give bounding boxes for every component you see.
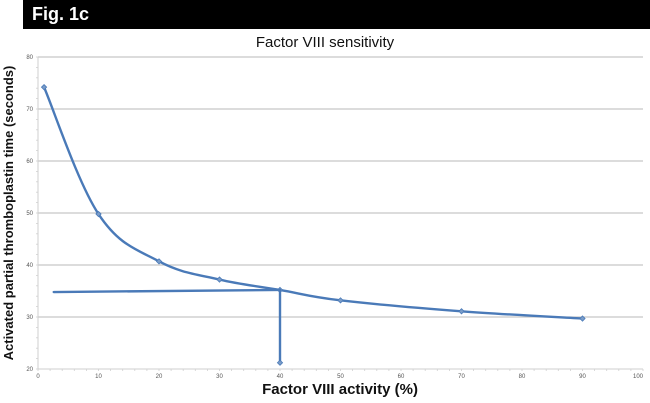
data-point-marker xyxy=(276,359,284,366)
y-tick-label-70: 70 xyxy=(26,107,33,113)
x-tick-label-70: 70 xyxy=(458,374,465,380)
data-point-marker xyxy=(337,297,344,304)
data-point-marker xyxy=(216,276,223,283)
y-tick-label-60: 60 xyxy=(26,159,33,165)
x-tick-label-0: 0 xyxy=(36,374,40,380)
x-tick-label-10: 10 xyxy=(95,374,102,380)
y-axis-label-container: Activated partial thromboplastin time (s… xyxy=(0,57,18,369)
y-tick-label-20: 20 xyxy=(26,367,33,373)
x-tick-label-30: 30 xyxy=(216,374,223,380)
x-tick-label-90: 90 xyxy=(579,374,586,380)
y-axis-label: Activated partial thromboplastin time (s… xyxy=(1,65,16,361)
figure-label: Fig. 1c xyxy=(32,4,90,24)
y-tick-label-80: 80 xyxy=(26,55,33,61)
y-tick-label-30: 30 xyxy=(26,315,33,321)
x-tick-label-60: 60 xyxy=(398,374,405,380)
data-point-marker xyxy=(40,83,48,91)
data-point-marker xyxy=(155,258,163,265)
y-tick-label-40: 40 xyxy=(26,263,33,269)
x-axis-label: Factor VIII activity (%) xyxy=(262,381,418,398)
x-tick-label-40: 40 xyxy=(277,374,284,380)
series-line-1 xyxy=(52,288,282,294)
x-tick-label-80: 80 xyxy=(519,374,526,380)
data-point-marker xyxy=(458,308,465,315)
x-tick-label-100: 100 xyxy=(633,374,644,380)
data-point-marker xyxy=(95,210,102,218)
x-tick-label-50: 50 xyxy=(337,374,344,380)
y-tick-label-50: 50 xyxy=(26,211,33,217)
chart-title: Factor VIII sensitivity xyxy=(255,34,395,51)
data-point-marker xyxy=(579,315,586,322)
figure-header-bar: Fig. 1c xyxy=(23,0,650,29)
x-tick-label-20: 20 xyxy=(156,374,163,380)
series-line-0 xyxy=(42,85,584,320)
